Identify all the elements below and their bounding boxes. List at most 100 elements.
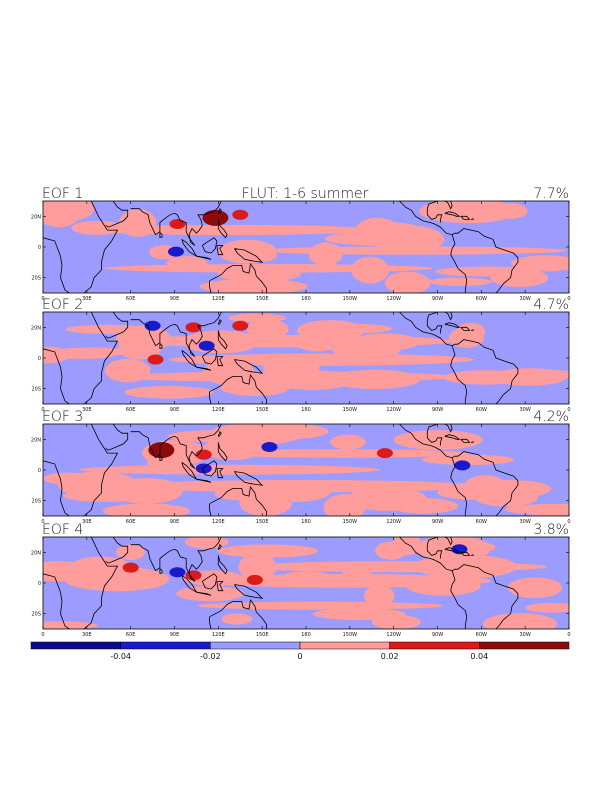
positive-anomaly-5	[376, 448, 393, 459]
coastline	[471, 441, 474, 443]
coastline	[209, 262, 267, 293]
coastline	[130, 424, 222, 469]
positive-field-patch	[507, 577, 562, 598]
x-tick-label: 120E	[212, 519, 225, 525]
positive-field-patch	[389, 497, 458, 514]
positive-field-patch	[176, 586, 244, 602]
x-tick-label: 30W	[520, 296, 531, 302]
coastline	[209, 485, 267, 516]
coastline	[159, 232, 163, 239]
coastline	[209, 598, 267, 629]
positive-field-patch	[510, 255, 569, 272]
coastline	[216, 245, 224, 256]
coastline	[201, 348, 218, 365]
coastline	[159, 343, 163, 350]
coastline	[217, 555, 228, 575]
x-tick-label: 60W	[476, 519, 487, 525]
coastline	[233, 297, 249, 311]
positive-anomaly-3	[232, 320, 249, 331]
colorbar-tick-label: 0.02	[381, 652, 399, 661]
coastline	[444, 312, 453, 321]
positive-anomaly-2	[169, 219, 186, 229]
x-tick-label: 120W	[386, 296, 401, 302]
colorbar-tick-label: -0.02	[200, 652, 221, 661]
x-tick-label: 120E	[212, 407, 225, 413]
positive-field-patch	[246, 319, 289, 339]
eof-panel-1: 0 30E 60E 90E 120E 150E 180 150W 120W 90W 60W 30W 0 2…	[31, 186, 571, 302]
positive-field-patch	[116, 544, 146, 560]
positive-field-patch	[43, 621, 98, 629]
positive-field-patch	[91, 578, 162, 590]
negative-anomaly-4	[198, 340, 215, 351]
colorbar: -0.04 -0.02 0 0.02 0.04	[30, 641, 570, 661]
y-tick-label: 0	[38, 356, 41, 362]
coastline	[460, 326, 471, 331]
x-tick-label: 0	[567, 632, 570, 638]
x-tick-label: 180	[301, 296, 311, 302]
coastline	[444, 537, 453, 546]
y-tick-label: 20N	[31, 550, 41, 556]
coastline	[105, 424, 129, 451]
x-tick-label: 150E	[256, 296, 269, 302]
positive-field-patch	[231, 250, 277, 263]
y-tick-label: 0	[38, 581, 41, 587]
negative-anomaly-4	[261, 442, 278, 452]
coastline	[130, 201, 222, 246]
coastline	[450, 234, 468, 293]
coastline	[83, 312, 119, 404]
x-tick-label: 90E	[170, 296, 180, 302]
coastline	[444, 211, 461, 217]
coastline	[426, 312, 443, 334]
x-tick-label: 30E	[82, 519, 92, 525]
coastline	[234, 359, 264, 374]
panel-percent: 4.7%	[533, 297, 569, 313]
panel-name: EOF 2	[42, 297, 83, 313]
x-tick-label: 150W	[343, 632, 358, 638]
coastline	[105, 312, 129, 339]
x-tick-label: 0	[41, 296, 44, 302]
positive-field-patch	[483, 613, 557, 629]
x-tick-label: 30E	[82, 632, 92, 638]
x-tick-label: 0	[41, 519, 44, 525]
coastline	[217, 330, 228, 350]
positive-field-patch	[124, 386, 214, 399]
coastline	[217, 543, 222, 550]
positive-field-band	[194, 573, 492, 588]
coastline	[471, 554, 474, 556]
positive-field-band	[258, 246, 568, 255]
positive-field-patch	[43, 346, 70, 364]
x-tick-label: 30W	[520, 519, 531, 525]
coastline	[444, 322, 461, 328]
colorbar-segment	[479, 641, 570, 650]
coastline	[233, 522, 249, 536]
coastline	[209, 391, 212, 404]
x-tick-label: 60E	[126, 296, 136, 302]
positive-field-patch	[312, 608, 406, 620]
negative-anomaly-4	[167, 246, 184, 257]
x-tick-label: 120W	[386, 632, 401, 638]
eof-panel-2: 0 30E 60E 90E 120E 150E 180 150W 120W 90W 60W 30W 0 2…	[31, 297, 571, 413]
coastline	[83, 537, 119, 629]
positive-anomaly-4	[246, 574, 263, 585]
coastline	[216, 356, 224, 367]
positive-field-patch	[221, 613, 253, 625]
coastline	[159, 568, 163, 575]
positive-field-patch	[217, 544, 319, 558]
x-tick-label: 150W	[343, 296, 358, 302]
x-tick-label: 0	[567, 296, 570, 302]
y-tick-label: 20S	[31, 387, 41, 393]
positive-field-band	[116, 335, 454, 348]
positive-field-patch	[53, 347, 130, 357]
colorbar-segment	[120, 641, 211, 650]
coastline	[196, 591, 212, 596]
y-tick-label: 20N	[31, 214, 41, 220]
x-tick-label: 90E	[170, 407, 180, 413]
positive-field-band	[79, 464, 381, 475]
positive-field-patch	[167, 430, 261, 443]
y-tick-label: 0	[38, 245, 41, 251]
positive-field-patch	[392, 537, 421, 556]
coastline	[426, 424, 443, 446]
coastline	[217, 430, 222, 437]
panel-name: EOF 4	[42, 522, 83, 538]
